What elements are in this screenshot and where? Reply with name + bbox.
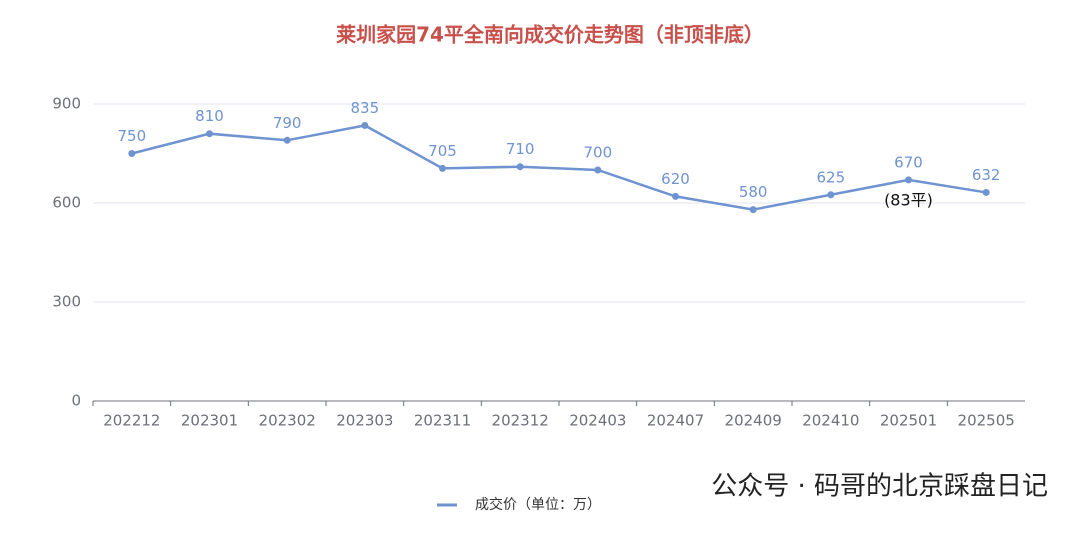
point [283, 136, 291, 144]
value-label: 580 [739, 183, 768, 201]
point [594, 166, 602, 174]
point [361, 121, 369, 129]
x-tick-label: 202403 [569, 412, 626, 430]
line [131, 124, 987, 211]
x-tick-label: 202311 [414, 412, 471, 430]
watermark: 公众号 · 码哥的北京踩盘日记 [711, 472, 1048, 502]
point [982, 188, 990, 196]
value-label: 790 [273, 114, 302, 132]
x-tick-label: 202501 [880, 412, 937, 430]
value-label: 810 [195, 107, 224, 125]
value-label: 670 [894, 153, 923, 171]
value-label: 835 [351, 99, 380, 117]
x-tick-label: 202301 [181, 412, 238, 430]
value-label: 710 [506, 140, 535, 158]
y-tick-label: 900 [52, 95, 81, 113]
point [439, 164, 446, 172]
y-tick-label: 0 [71, 392, 81, 410]
x-tick-label: 202410 [802, 412, 859, 430]
x-tick-label: 202505 [958, 412, 1015, 430]
point [516, 163, 524, 171]
x-tick-label: 202407 [647, 412, 704, 430]
point [128, 150, 136, 157]
value-label: 750 [118, 127, 147, 145]
point [827, 191, 835, 199]
value-label: 625 [817, 168, 846, 186]
value-label: 632 [972, 166, 1001, 184]
x-tick-label: 202312 [492, 412, 549, 430]
x-tick-label: 202212 [103, 412, 160, 430]
value-label: 620 [661, 170, 690, 188]
x-tick-label: 202409 [725, 412, 782, 430]
legend-label: 成交价（单位：万） [475, 496, 601, 513]
annotation: (83平) [884, 190, 933, 209]
y-tick-label: 600 [52, 194, 81, 212]
y-tick-label: 300 [52, 293, 81, 311]
chart-title: 莱圳家园74平全南向成交价走势图（非顶非底） [336, 23, 764, 47]
point [749, 206, 757, 214]
x-tick-label: 202303 [336, 412, 393, 430]
point [206, 130, 213, 138]
point [905, 176, 912, 184]
point [672, 192, 679, 200]
value-label: 705 [428, 142, 457, 160]
x-tick-label: 202302 [259, 412, 316, 430]
value-label: 700 [584, 144, 613, 162]
